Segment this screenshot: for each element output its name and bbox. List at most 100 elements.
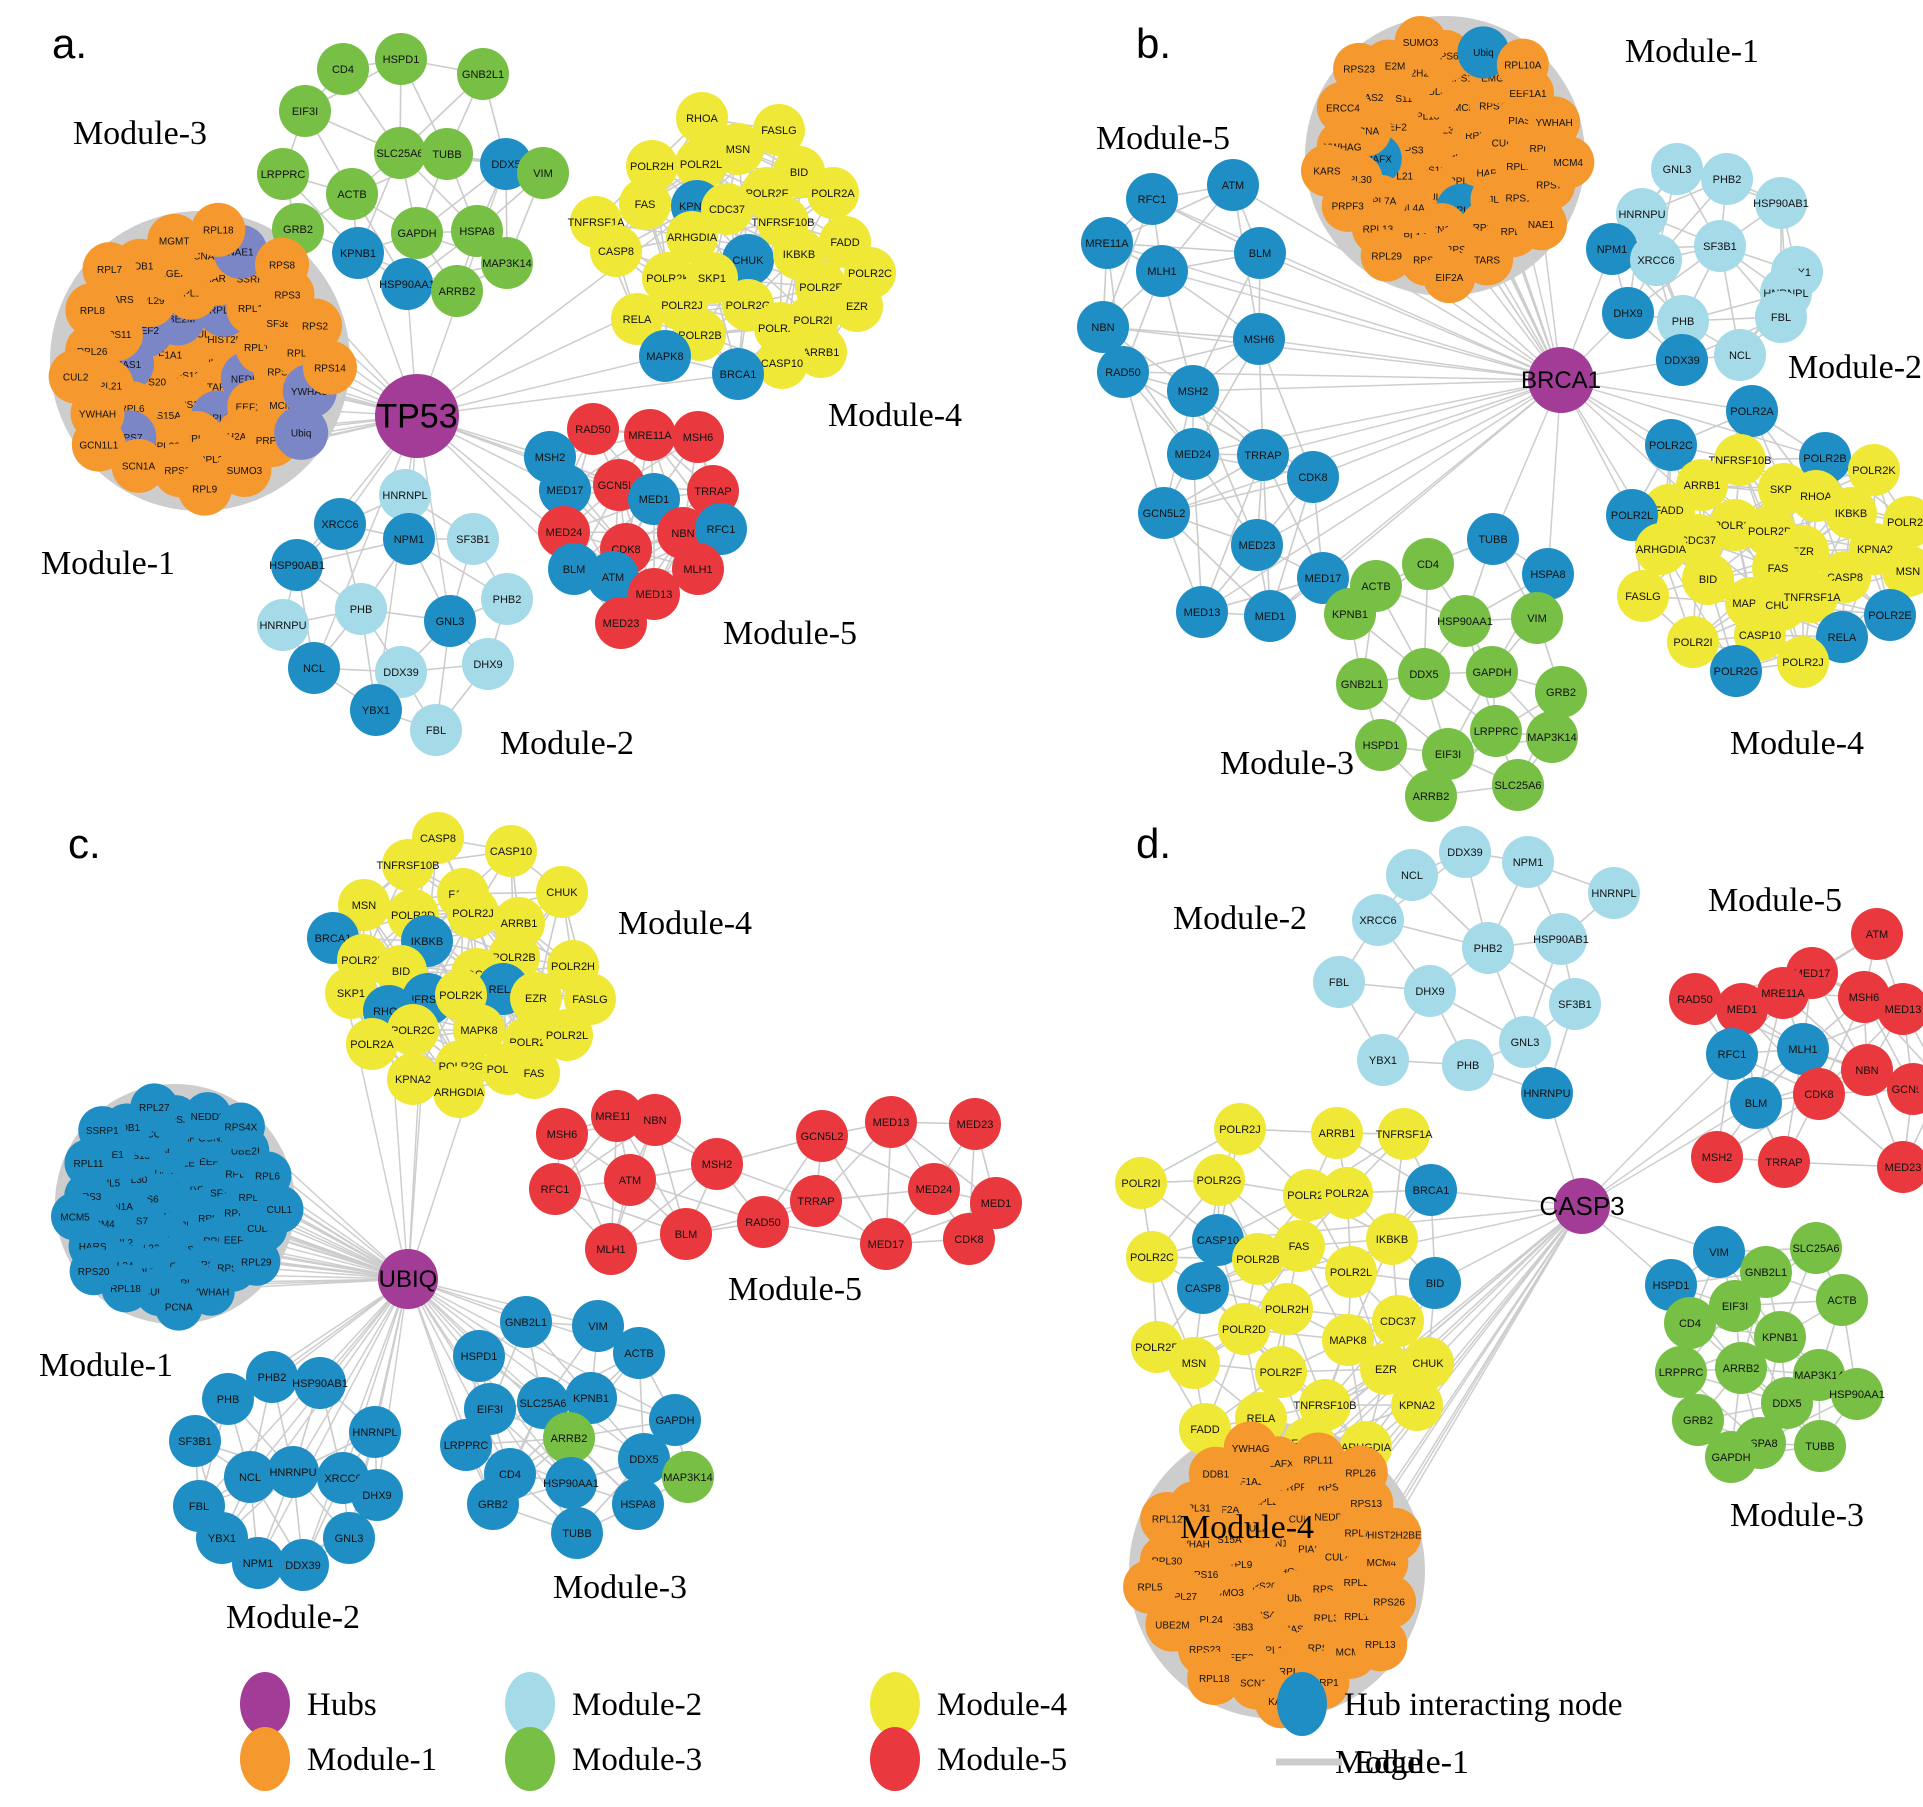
node-label: FADD xyxy=(830,237,859,249)
node-BLM: BLM xyxy=(548,543,600,595)
node-label: CHUK xyxy=(546,887,578,899)
node-POLR2H: POLR2H xyxy=(1261,1283,1313,1335)
node-HSP90AA1: HSP90AA1 xyxy=(543,1457,599,1509)
node-GNB2L1: GNB2L1 xyxy=(1740,1246,1792,1298)
node-label: MSH6 xyxy=(1849,992,1880,1004)
node-label: EEF2 xyxy=(1382,122,1407,133)
node-POLR2C: POLR2C xyxy=(1645,419,1697,471)
node-label: MRE11A xyxy=(1085,238,1129,250)
legend-item-hubs: Hubs xyxy=(240,1672,377,1736)
node-label: RPS7 xyxy=(122,1216,149,1227)
node-label: ARRB1 xyxy=(803,347,840,359)
node-FAS: FAS xyxy=(619,178,671,230)
node-label: MED23 xyxy=(1885,1162,1922,1174)
node-label: HARS xyxy=(1476,168,1504,179)
node-POLR2G: POLR2G xyxy=(1710,645,1762,697)
module-title-module-4: Module-4 xyxy=(618,905,752,942)
nodes-layer: ATM RFC1 MRE11A MLH1 BLM NBN MSH6 RAD50 MSH2 MED2… xyxy=(1077,16,1923,822)
node-HNRNPU: HNRNPU xyxy=(257,599,309,651)
node-EIF3I: EIF3I xyxy=(1709,1280,1761,1332)
node-DDX39: DDX39 xyxy=(375,646,427,698)
node-label: POLR2E xyxy=(1135,1342,1178,1354)
legend-item-module-5: Module-5 xyxy=(870,1727,1067,1791)
node-label: YWHAH xyxy=(79,409,116,420)
node-label: RPL13 xyxy=(1363,224,1394,235)
node-VIM: VIM xyxy=(1693,1226,1745,1278)
node-ARRB1: ARRB1 xyxy=(1311,1107,1363,1159)
panel-letter-b: b. xyxy=(1136,20,1171,67)
node-MED1: MED1 xyxy=(970,1177,1022,1229)
node-TUBB: TUBB xyxy=(551,1507,603,1559)
node-label: GRB2 xyxy=(478,1499,508,1511)
node-label: GNL3 xyxy=(335,1533,364,1545)
node-RPL26: RPL26 xyxy=(1333,1445,1388,1500)
node-label: MCM4 xyxy=(1554,158,1584,169)
node-label: RPS7 xyxy=(1318,1483,1345,1494)
node-MAP3K14: MAP3K14 xyxy=(481,237,533,289)
node-label: MED13 xyxy=(1885,1004,1922,1016)
node-label: POLR2B xyxy=(678,330,721,342)
node-label: POLR2J xyxy=(1219,1124,1261,1136)
node-label: RPL13 xyxy=(238,304,269,315)
node-label: RPL18 xyxy=(203,226,234,237)
node-label: PHB xyxy=(350,604,373,616)
node-label: RAD50 xyxy=(1677,994,1712,1006)
node-label: NAE1 xyxy=(1528,220,1555,231)
node-NCL: NCL xyxy=(1714,329,1766,381)
node-label: BLM xyxy=(563,564,586,576)
node-MSN: MSN xyxy=(338,879,390,931)
node-POLR2I: POLR2I xyxy=(1115,1157,1167,1209)
node-label: RPL13 xyxy=(225,1169,256,1180)
node-label: DDX5 xyxy=(629,1454,658,1466)
node-label: BRCA1 xyxy=(720,369,757,381)
node-label: NEDD8 xyxy=(231,374,265,385)
node-TUBB: TUBB xyxy=(1467,513,1519,565)
node-label: NPM1 xyxy=(1513,857,1544,869)
node-label: POLR2I xyxy=(1121,1178,1160,1190)
node-label: BLM xyxy=(1745,1098,1768,1110)
node-label: DDX5 xyxy=(1772,1398,1801,1410)
panel-c: CASP8CASP10TNFRSF10BFADDCHUKMSNPOLR2DPOL… xyxy=(40,812,1022,1636)
node-SLC25A6: SLC25A6 xyxy=(374,127,426,179)
node-label: GCN1L1 xyxy=(79,440,118,451)
node-label: EEF2 xyxy=(1228,1653,1253,1664)
node-label: POLR2E xyxy=(341,955,384,967)
node-PHB: PHB xyxy=(335,583,387,635)
module-title-module-5: Module-5 xyxy=(1708,882,1842,919)
node-CUL2: CUL2 xyxy=(48,349,103,404)
node-FBL: FBL xyxy=(1313,956,1365,1008)
node-label: CASP8 xyxy=(598,246,634,258)
node-label: ERCC4 xyxy=(133,1129,167,1140)
node-label: MCM4 xyxy=(1367,1558,1397,1569)
node-label: MAP3K14 xyxy=(482,258,532,270)
node-label: GNB2L1 xyxy=(462,69,504,81)
node-label: FBL xyxy=(1329,977,1349,989)
node-label: RPL13 xyxy=(1365,1640,1396,1651)
node-MLH1: MLH1 xyxy=(1136,245,1188,297)
node-EIF3I: EIF3I xyxy=(1422,728,1474,780)
node-SSRP1: SSRP1 xyxy=(78,1106,127,1155)
node-FAS: FAS xyxy=(508,1047,560,1099)
node-DHX9: DHX9 xyxy=(1404,965,1456,1017)
node-label: CASP10 xyxy=(1739,630,1781,642)
node-label: MAPK8 xyxy=(460,1025,497,1037)
node-label: MED1 xyxy=(981,1198,1012,1210)
node-SLC25A6: SLC25A6 xyxy=(1790,1222,1842,1274)
node-label: PIAS1 xyxy=(1281,1624,1310,1635)
node-RFC1: RFC1 xyxy=(1126,173,1178,225)
node-MRE11A: MRE11A xyxy=(1757,967,1809,1019)
node-label: POLR2C xyxy=(848,268,892,280)
node-GAPDH: GAPDH xyxy=(391,207,443,259)
node-label: MED17 xyxy=(868,1239,905,1251)
node-label: FASLG xyxy=(761,125,796,137)
node-label: RPS20 xyxy=(78,1267,110,1278)
node-label: CD4 xyxy=(1679,1318,1701,1330)
node-POLR2J: POLR2J xyxy=(1214,1103,1266,1155)
node-label: YBX1 xyxy=(362,705,390,717)
node-label: HIST2H2BE xyxy=(1367,1531,1422,1542)
node-FADD: FADD xyxy=(1179,1403,1231,1455)
node-label: POLR2K xyxy=(1852,465,1896,477)
node-label: MED13 xyxy=(636,589,673,601)
node-label: MRE11A xyxy=(628,430,672,442)
node-label: HNRNPL xyxy=(1591,888,1636,900)
